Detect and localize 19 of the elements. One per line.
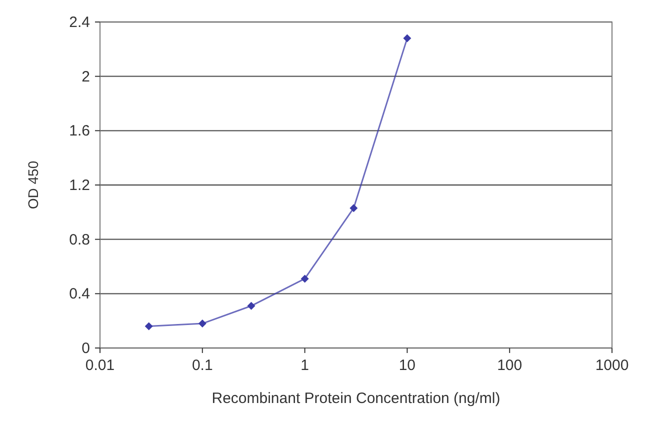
y-axis-title: OD 450 (25, 160, 41, 210)
y-tick-label: 1.2 (69, 177, 90, 194)
x-tick-label: 0.01 (85, 357, 115, 374)
y-tick-label: 0.8 (69, 231, 90, 248)
y-tick-label: 0 (82, 340, 90, 357)
point (300, 274, 309, 283)
x-axis-title: Recombinant Protein Concentration (ng/ml) (212, 390, 500, 407)
y-tick-label: 2 (82, 68, 90, 86)
point (144, 322, 153, 330)
x-tick-label: 10 (398, 357, 416, 374)
x-tick-label: 0.1 (192, 357, 213, 374)
x-tick-label: 1000 (595, 357, 629, 374)
point (247, 302, 256, 310)
x-tick-label: 100 (497, 357, 522, 374)
x-tick-label: 1 (300, 357, 309, 374)
y-tick-label: 2.4 (69, 14, 90, 31)
y-tick-label: 1.6 (69, 122, 90, 140)
point (403, 34, 412, 42)
y-tick-label: 0.4 (69, 286, 90, 303)
